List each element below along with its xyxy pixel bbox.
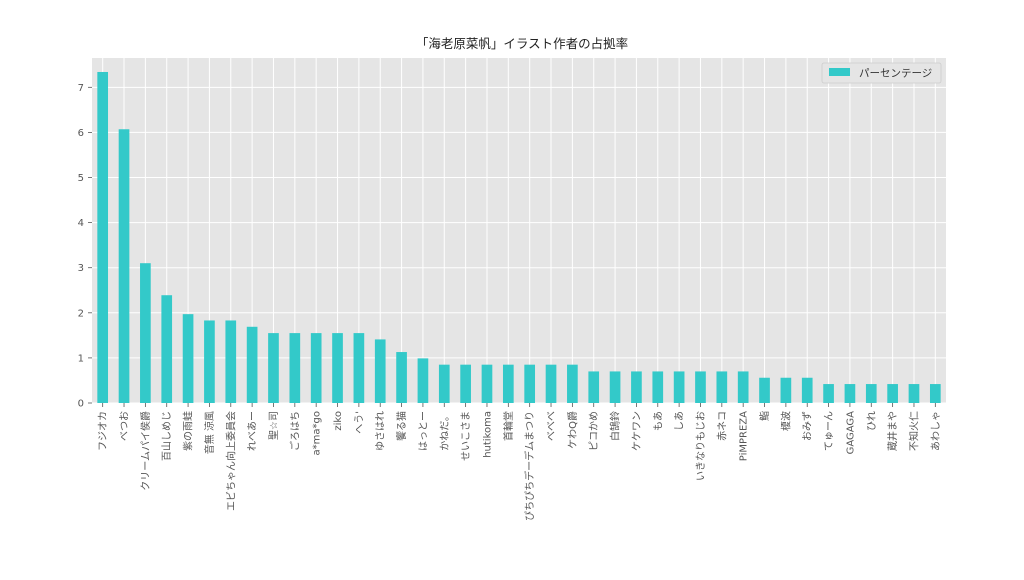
x-tick-label: かねだ。	[439, 411, 451, 451]
x-tick-label: 饗る猫	[395, 411, 408, 441]
bar	[268, 333, 279, 403]
bar	[246, 326, 258, 403]
x-tick-label: しあ	[674, 411, 686, 431]
x-tick-label: hutikoma	[482, 411, 493, 458]
bar	[609, 371, 621, 403]
x-tick-label: ひれ	[866, 411, 878, 431]
x-tick-label: 百山しめじ	[161, 411, 173, 461]
bar	[887, 384, 898, 403]
x-tick-label: ぴちぴちデーデムまつり	[523, 411, 536, 521]
y-tick-label: 0	[78, 399, 84, 410]
x-tick-label: ゆさはれ	[375, 411, 387, 451]
bar	[695, 371, 706, 403]
x-tick-label: てゅーん	[823, 411, 835, 451]
bar	[182, 314, 194, 403]
bar	[97, 71, 109, 403]
x-tick-label: 音無 涼風	[203, 411, 216, 454]
x-tick-label: a*ma*go	[312, 411, 323, 455]
bar	[545, 364, 557, 403]
x-tick-label: PiMPREZA	[739, 411, 750, 461]
bar	[289, 333, 301, 403]
y-tick-label: 4	[78, 218, 84, 229]
x-tick-label: へう'	[353, 411, 365, 434]
x-tick-label: ケケワン	[631, 411, 643, 451]
bar	[118, 129, 130, 404]
bar	[460, 364, 471, 403]
x-tick-label: おみず	[802, 411, 814, 441]
bar	[801, 377, 813, 403]
bar	[417, 358, 429, 403]
bar	[759, 377, 770, 403]
x-tick-label: れべあー	[247, 411, 259, 451]
bar-series	[97, 71, 941, 404]
bar	[310, 333, 322, 403]
bar	[225, 320, 237, 403]
x-tick-label: べつお	[119, 411, 131, 441]
x-tick-label: 首輪堂	[502, 411, 515, 441]
bar	[481, 364, 493, 403]
x-tick-label: ピコかめ	[588, 411, 600, 451]
y-tick-label: 2	[78, 308, 84, 319]
x-tick-label: ごろはち	[288, 411, 301, 451]
x-tick-label: GAGAGA	[845, 411, 856, 455]
legend: パーセンテージ	[821, 62, 942, 84]
bar	[140, 263, 151, 403]
x-tick-label: もあ	[652, 411, 664, 431]
bar	[865, 384, 877, 403]
x-axis: フジオカ べつお クリームパイ侯爵 百山しめじ 紫の雨蛙 音無 涼風 エビちゃん向上委員会れ…	[97, 403, 942, 521]
bar	[374, 339, 386, 403]
y-tick-label: 1	[78, 353, 84, 364]
bar	[204, 320, 215, 403]
x-tick-label: ziko	[333, 411, 344, 431]
x-tick-label: 鮨	[758, 411, 771, 421]
bar	[780, 377, 792, 403]
bar	[844, 384, 856, 403]
y-tick-label: 7	[78, 83, 84, 94]
legend-label: パーセンテージ	[859, 68, 932, 80]
y-tick-label: 5	[78, 173, 84, 184]
y-tick-label: 6	[78, 128, 84, 139]
y-tick-label: 3	[78, 263, 84, 274]
legend-swatch	[829, 68, 850, 76]
x-tick-label: あわしゃ	[930, 411, 942, 451]
x-tick-label: 赤ネコ	[716, 411, 728, 441]
y-axis: 0 1 2 3 4 5 6 7	[78, 83, 92, 410]
x-tick-label: 榎波	[779, 411, 792, 431]
x-tick-label: ケわQ爵	[566, 411, 579, 449]
x-tick-label: べべべ	[547, 411, 558, 441]
bar	[353, 333, 365, 403]
bar	[929, 384, 941, 403]
x-tick-label: いきなりもじお	[695, 411, 707, 481]
bar	[631, 371, 642, 403]
bar	[673, 371, 685, 403]
x-tick-label: せいこさま	[460, 411, 472, 461]
bar	[737, 371, 749, 403]
chart-title: 「海老原菜帆」イラスト作者の占拠率	[416, 36, 628, 51]
bar	[438, 364, 450, 403]
bar	[588, 371, 600, 403]
bar	[908, 384, 920, 403]
x-tick-label: 聖☆司	[268, 411, 280, 440]
x-tick-label: フジオカ	[97, 411, 109, 451]
x-tick-label: エビちゃん向上委員会	[224, 411, 237, 511]
bar	[652, 371, 664, 403]
x-tick-label: 白鵠鈴	[609, 411, 622, 441]
bar	[524, 364, 536, 403]
bar	[502, 364, 514, 403]
x-tick-label: 不知火仁	[907, 411, 920, 451]
bar	[161, 295, 173, 403]
x-tick-label: クリームパイ侯爵	[139, 411, 152, 491]
x-tick-label: はっとー	[417, 411, 429, 451]
x-tick-label: 蔵井まや	[886, 411, 899, 451]
bar	[823, 384, 834, 403]
legend-box	[821, 62, 942, 84]
bar	[396, 352, 407, 403]
bar	[332, 333, 343, 403]
plot-area	[92, 58, 946, 403]
bar	[716, 371, 728, 403]
x-tick-label: 紫の雨蛙	[182, 411, 195, 451]
bar	[567, 364, 578, 403]
